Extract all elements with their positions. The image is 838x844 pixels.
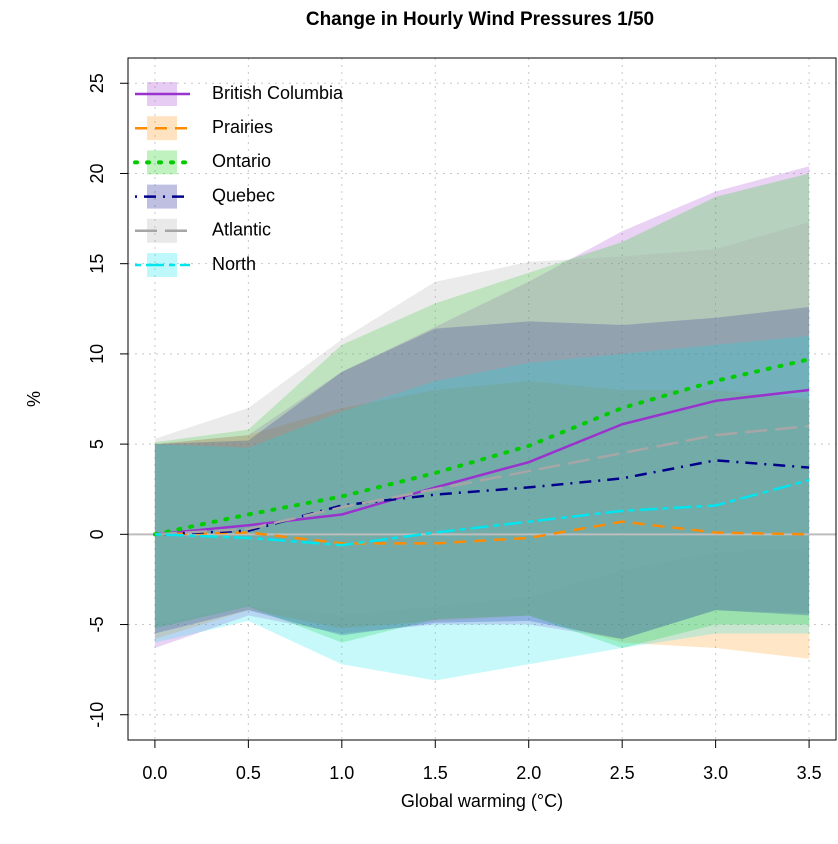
- x-tick-label: 0.5: [236, 763, 261, 783]
- x-tick-label: 3.5: [797, 763, 822, 783]
- x-tick-label: 2.5: [610, 763, 635, 783]
- legend-label: Ontario: [212, 151, 271, 171]
- legend-label: British Columbia: [212, 83, 344, 103]
- chart-title: Change in Hourly Wind Pressures 1/50: [306, 9, 654, 30]
- band: [154, 166, 810, 648]
- y-tick-label: -5: [87, 617, 107, 633]
- x-tick-label: 2.0: [516, 763, 541, 783]
- legend-label: Atlantic: [212, 220, 271, 240]
- band: [154, 380, 810, 659]
- y-tick-label: -10: [87, 702, 107, 728]
- line: [152, 357, 812, 537]
- x-tick-label: 1.0: [329, 763, 354, 783]
- y-axis-label: %: [24, 391, 44, 407]
- band: [154, 173, 810, 648]
- x-axis-label: Global warming (°C): [401, 791, 563, 811]
- x-tick-label: 0.0: [142, 763, 167, 783]
- line: [154, 520, 810, 545]
- legend-label: North: [212, 254, 256, 274]
- y-tick-label: 25: [87, 73, 107, 93]
- legend: British Columbia Prairies Ontario Quebec Atl…: [133, 82, 344, 277]
- line: [154, 424, 810, 536]
- plot-frame: [127, 57, 837, 741]
- band: [154, 306, 810, 639]
- x-tick-label: 1.5: [423, 763, 448, 783]
- band: [154, 222, 810, 625]
- line: [154, 478, 810, 547]
- line: [154, 388, 810, 536]
- legend-label: Quebec: [212, 185, 275, 205]
- y-tick-label: 20: [87, 163, 107, 183]
- y-tick-label: 15: [87, 254, 107, 274]
- y-tick-label: 5: [87, 439, 107, 449]
- band: [154, 335, 810, 681]
- line: [154, 459, 810, 536]
- y-tick-label: 10: [87, 344, 107, 364]
- x-tick-label: 3.0: [703, 763, 728, 783]
- legend-label: Prairies: [212, 117, 273, 137]
- y-tick-label: 0: [87, 529, 107, 539]
